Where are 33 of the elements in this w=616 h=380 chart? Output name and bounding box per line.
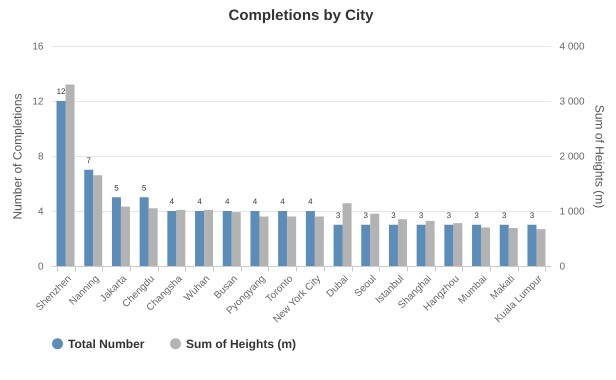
data-label: 4 [280, 197, 286, 206]
data-label: 4 [308, 197, 314, 206]
data-label: 3 [502, 210, 508, 220]
data-label: 3 [474, 210, 480, 220]
data-label: 3 [446, 210, 452, 220]
y2-tick-label: 4 000 [560, 42, 585, 52]
data-label: 3 [391, 210, 396, 220]
y-axis-title: Number of Completions [10, 93, 24, 220]
y-tick-label: 0 [38, 262, 44, 272]
data-label: 12 [56, 87, 66, 96]
data-label: 4 [197, 197, 202, 206]
y-tick-label: 12 [32, 96, 44, 108]
y2-tick-label: 1 000 [560, 206, 585, 218]
data-label: 3 [418, 210, 424, 220]
legend-label: Total Number [68, 336, 145, 351]
data-label: 3 [530, 210, 535, 220]
y2-tick-label: 0 [560, 262, 566, 272]
y-tick-label: 16 [32, 42, 44, 52]
data-label: 3 [364, 210, 369, 220]
legend-label: Sum of Heights (m) [186, 336, 296, 351]
y2-tick-label: 2 000 [560, 152, 585, 162]
chart-title: Completions by City [228, 7, 374, 24]
y-tick-label: 4 [38, 206, 44, 218]
data-label: 5 [114, 183, 120, 192]
y-tick-label: 8 [38, 152, 44, 162]
data-label: 4 [252, 197, 258, 206]
data-label: 3 [336, 210, 341, 220]
data-label: 4 [225, 197, 230, 206]
data-label: 4 [170, 197, 175, 206]
y2-axis-title: Sum of Heights (m) [592, 104, 607, 208]
data-label: 5 [142, 183, 147, 192]
data-label: 7 [86, 156, 92, 165]
y2-tick-label: 3 000 [560, 96, 585, 108]
